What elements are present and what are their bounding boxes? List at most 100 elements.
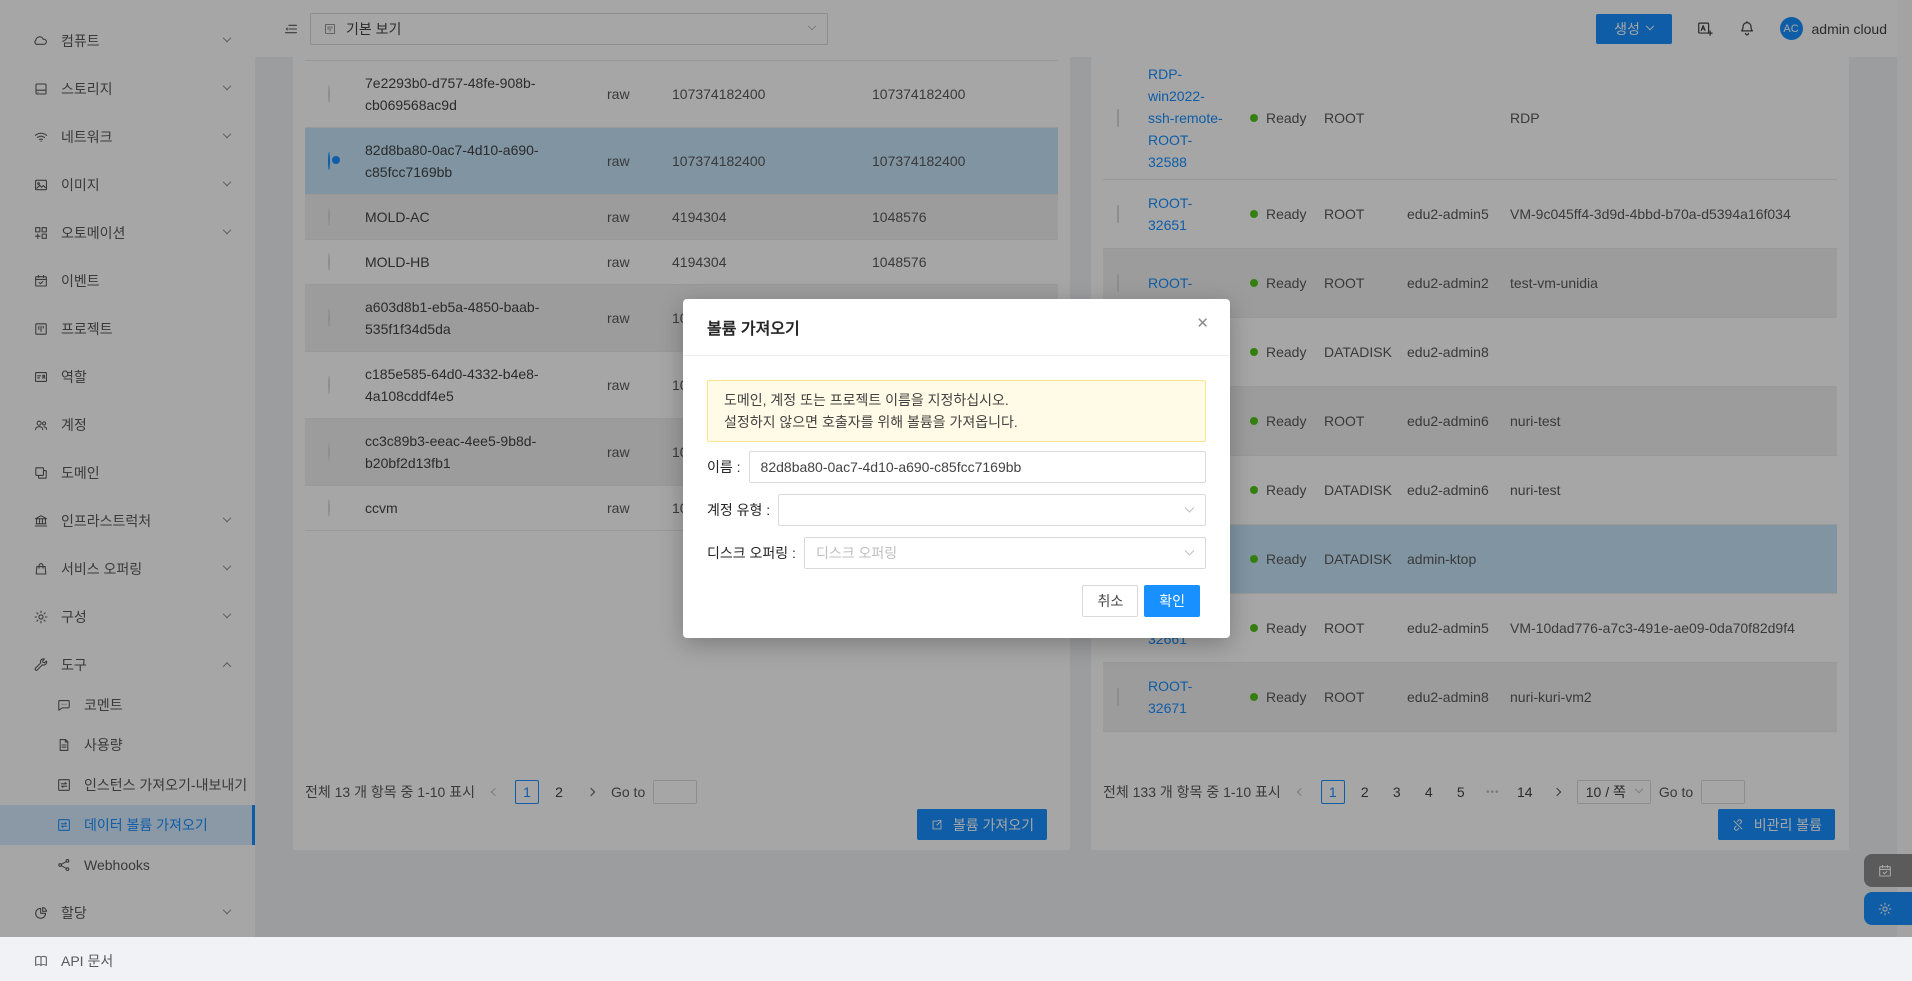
sidebar-item-tools[interactable]: 도구	[0, 645, 255, 685]
managed-volume-row[interactable]: ROOT- 32651 Ready ROOT edu2-admin5 VM-9c045ff…	[1103, 180, 1837, 249]
goto-page-input[interactable]	[653, 780, 698, 804]
sidebar-item-compute[interactable]: 컴퓨트	[0, 21, 255, 61]
scrollbar[interactable]	[1897, 0, 1912, 937]
create-button[interactable]: 생성	[1595, 13, 1672, 44]
bag-icon	[33, 561, 49, 577]
volume-format: raw	[607, 377, 630, 393]
radio-button[interactable]	[328, 376, 330, 394]
sidebar-item-label: 할당	[61, 905, 87, 921]
sidebar-item-network[interactable]: 네트워크	[0, 117, 255, 157]
sidebar-item-label: 서비스 오퍼링	[61, 561, 143, 577]
tool-icon	[33, 657, 49, 673]
managed-volume-row[interactable]: ROOT-32661ReadyROOTedu2-admin5VM-10dad77…	[1103, 594, 1837, 663]
disk-offering-select[interactable]: 디스크 오퍼링	[803, 537, 1206, 569]
page-button-14[interactable]: 14	[1516, 784, 1533, 800]
account-type-select[interactable]	[778, 494, 1206, 526]
managed-volume-name[interactable]: ROOT- 32671	[1148, 678, 1193, 716]
volume-size: 4194304	[672, 254, 727, 270]
page-button-5[interactable]: 5	[1456, 784, 1465, 800]
user-name[interactable]: admin cloud	[1811, 20, 1888, 37]
managed-volume-name[interactable]: RDP-win2022- ssh-remote- ROOT- 32588	[1148, 66, 1223, 170]
volume-account: edu2-admin8	[1407, 689, 1489, 705]
sidebar-item-api-doc[interactable]: API 문서	[0, 941, 255, 981]
sidebar-item-automation[interactable]: 오토메이션	[0, 213, 255, 253]
ok-button[interactable]: 확인	[1144, 585, 1200, 617]
sidebar-item-allocation[interactable]: 할당	[0, 893, 255, 933]
view-select[interactable]: 기본 보기	[310, 12, 828, 45]
page-button-2[interactable]: 2	[555, 784, 563, 800]
disk-offering-label: 디스크 오퍼링 :	[707, 545, 796, 561]
volume-row[interactable]: 7e2293b0-d757-48fe-908b-cb069568ac9d raw 1…	[305, 61, 1058, 128]
sidebar-item-configuration[interactable]: 구성	[0, 597, 255, 637]
events-floating-button[interactable]	[1864, 854, 1912, 887]
sidebar-item-roles[interactable]: 역할	[0, 357, 255, 397]
radio-button[interactable]	[328, 85, 330, 103]
volume-type: DATADISK	[1324, 344, 1392, 360]
radio-button[interactable]	[328, 499, 330, 517]
sidebar-item-events[interactable]: 이벤트	[0, 261, 255, 301]
avatar[interactable]: AC	[1779, 17, 1803, 40]
page-size-select[interactable]: 10 / 쪽	[1576, 780, 1651, 804]
sidebar-item-label: 사용량	[84, 737, 123, 753]
goto-page-input[interactable]	[1701, 780, 1746, 804]
ready-dot	[1250, 624, 1258, 632]
volume-row[interactable]: MOLD-AC raw 4194304 1048576	[305, 195, 1058, 240]
volume-account: edu2-admin8	[1407, 344, 1489, 360]
page-button-3[interactable]: 3	[1392, 784, 1401, 800]
sidebar-item-comments[interactable]: 코멘트	[0, 685, 255, 725]
managed-volume-row[interactable]: RDP-win2022- ssh-remote- ROOT- 32588 Ready RO…	[1103, 57, 1837, 180]
sidebar-item-webhooks[interactable]: Webhooks	[0, 845, 255, 885]
sidebar-item-infrastructure[interactable]: 인프라스트럭처	[0, 501, 255, 541]
sidebar-item-accounts[interactable]: 계정	[0, 405, 255, 445]
page-button-4[interactable]: 4	[1424, 784, 1433, 800]
sidebar-item-domains[interactable]: 도메인	[0, 453, 255, 493]
volume-vm: test-vm-unidia	[1510, 275, 1598, 291]
sidebar-item-service-offerings[interactable]: 서비스 오퍼링	[0, 549, 255, 589]
managed-volume-row[interactable]: ROOT- 32671 Ready ROOT edu2-admin8 nuri-kuri-…	[1103, 663, 1837, 732]
import-volume-button-label: 볼륨 가져오기	[952, 816, 1034, 833]
sidebar-item-instance-import-export[interactable]: 인스턴스 가져오기-내보내기	[0, 765, 255, 805]
managed-volume-name[interactable]: ROOT- 32651	[1148, 195, 1193, 233]
sidebar-item-projects[interactable]: 프로젝트	[0, 309, 255, 349]
sidebar-item-images[interactable]: 이미지	[0, 165, 255, 205]
disk-offering-field-row: 디스크 오퍼링 : 디스크 오퍼링	[707, 537, 1206, 569]
radio-button[interactable]	[328, 309, 330, 327]
sidebar-item-storage[interactable]: 스토리지	[0, 69, 255, 109]
radio-button[interactable]	[328, 152, 330, 170]
page-button-1[interactable]: 1	[1320, 780, 1345, 804]
cancel-button[interactable]: 취소	[1082, 585, 1139, 617]
managed-volume-row[interactable]: Ready DATADISK edu2-admin6 nuri-test	[1103, 456, 1837, 525]
volume-state: Ready	[1250, 686, 1324, 708]
pie-icon	[33, 905, 49, 921]
volume-row[interactable]: 82d8ba80-0ac7-4d10-a690-c85fcc7169bb raw 1…	[305, 128, 1058, 195]
volume-type: ROOT	[1324, 206, 1365, 222]
volume-account: edu2-admin2	[1407, 275, 1489, 291]
page-ellipsis[interactable]: •••	[1486, 786, 1500, 798]
managed-volume-name[interactable]: ROOT-	[1148, 275, 1193, 291]
menu-fold-icon[interactable]	[283, 21, 299, 37]
radio-button[interactable]	[328, 208, 330, 226]
sidebar-item-usage[interactable]: 사용량	[0, 725, 255, 765]
ready-dot	[1250, 555, 1258, 563]
bell-icon[interactable]	[1738, 20, 1756, 38]
radio-button[interactable]	[328, 253, 330, 271]
page-button-2[interactable]: 2	[1360, 784, 1369, 800]
settings-floating-button[interactable]	[1864, 892, 1912, 925]
close-icon[interactable]: ✕	[1196, 315, 1209, 332]
radio-button[interactable]	[328, 443, 330, 461]
import-volume-button[interactable]: 볼륨 가져오기	[916, 809, 1047, 840]
sidebar-item-data-volume-import[interactable]: 데이터 볼륨 가져오기	[0, 805, 255, 845]
page-button-1[interactable]: 1	[514, 780, 539, 804]
volume-row[interactable]: MOLD-HB raw 4194304 1048576	[305, 240, 1058, 285]
ready-dot	[1250, 114, 1258, 122]
translate-icon[interactable]	[1696, 20, 1714, 38]
checkbox[interactable]	[1117, 274, 1119, 292]
unmanage-volume-button[interactable]: 비관리 볼륨	[1717, 809, 1835, 840]
cloud-icon	[33, 33, 49, 49]
checkbox[interactable]	[1117, 109, 1119, 127]
checkbox[interactable]	[1117, 205, 1119, 223]
checkbox[interactable]	[1117, 688, 1119, 706]
name-input[interactable]	[748, 451, 1206, 483]
comment-icon	[56, 697, 72, 713]
managed-volume-row[interactable]: Ready DATADISK edu2-admin8	[1103, 318, 1837, 387]
